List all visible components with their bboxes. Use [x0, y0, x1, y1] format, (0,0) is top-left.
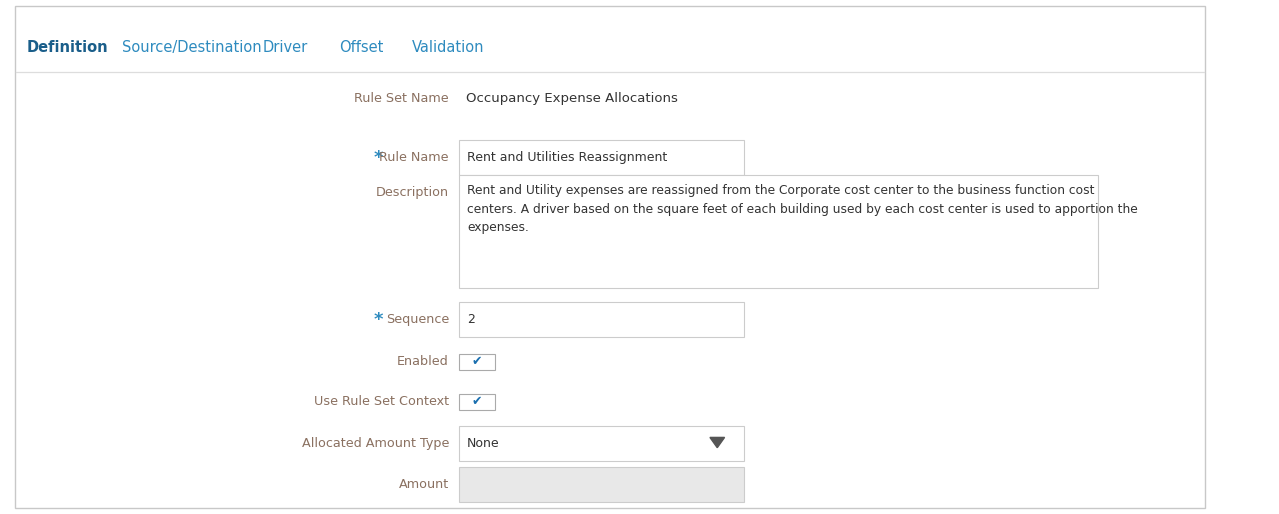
Text: Rent and Utility expenses are reassigned from the Corporate cost center to the b: Rent and Utility expenses are reassigned… — [467, 184, 1138, 234]
Text: Sequence: Sequence — [386, 313, 449, 326]
Text: *: * — [373, 149, 382, 167]
Text: Offset: Offset — [339, 40, 384, 55]
Text: Enabled: Enabled — [398, 355, 449, 369]
Text: Source/Destination: Source/Destination — [122, 40, 262, 55]
Text: Rule Set Name: Rule Set Name — [354, 92, 449, 105]
Bar — [459, 175, 1097, 288]
Text: 2: 2 — [467, 313, 475, 326]
Text: Rule Name: Rule Name — [380, 151, 449, 164]
Text: Driver: Driver — [262, 40, 307, 55]
Bar — [459, 140, 744, 175]
Text: Definition: Definition — [27, 40, 109, 55]
Text: Amount: Amount — [399, 478, 449, 491]
Text: Occupancy Expense Allocations: Occupancy Expense Allocations — [466, 92, 678, 105]
Bar — [459, 302, 744, 337]
Polygon shape — [710, 437, 725, 448]
Text: Description: Description — [376, 186, 449, 199]
Bar — [459, 467, 744, 502]
Text: Rent and Utilities Reassignment: Rent and Utilities Reassignment — [467, 151, 668, 164]
Bar — [459, 354, 495, 370]
Text: ✔: ✔ — [472, 395, 482, 409]
Bar — [459, 394, 495, 410]
Text: Allocated Amount Type: Allocated Amount Type — [302, 437, 449, 450]
Text: None: None — [467, 437, 500, 450]
Bar — [459, 426, 744, 461]
Text: *: * — [373, 310, 382, 329]
Text: Validation: Validation — [412, 40, 485, 55]
Text: Use Rule Set Context: Use Rule Set Context — [313, 395, 449, 409]
Text: ✔: ✔ — [472, 355, 482, 369]
